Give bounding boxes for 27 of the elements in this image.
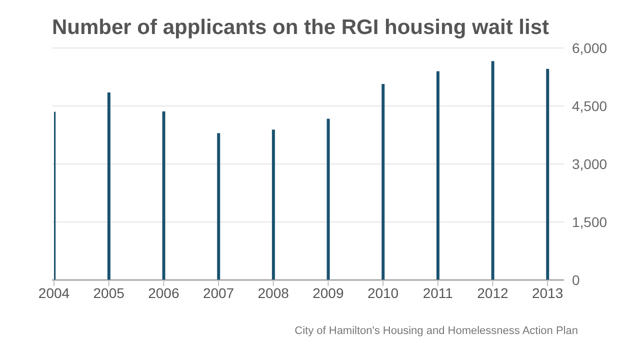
bar — [54, 112, 56, 280]
x-tick-label: 2005 — [93, 284, 125, 301]
y-tick-label: 1,500 — [572, 214, 608, 230]
x-tick-label: 2006 — [148, 284, 180, 301]
x-tick-label: 2013 — [532, 284, 564, 301]
bar — [217, 133, 220, 280]
bar — [326, 118, 330, 280]
bar — [107, 92, 110, 280]
x-tick-label: 2010 — [367, 284, 399, 301]
y-tick-label: 6,000 — [572, 40, 608, 56]
y-tick-label: 0 — [572, 272, 580, 288]
bar — [382, 84, 385, 280]
x-tick-label: 2011 — [422, 284, 454, 301]
x-tick-label: 2008 — [258, 284, 290, 301]
x-tick-label: 2009 — [312, 284, 344, 301]
y-tick-label: 3,000 — [572, 156, 608, 172]
bar — [546, 68, 550, 280]
bar — [162, 111, 166, 280]
x-tick-label: 2007 — [202, 284, 234, 301]
bar — [272, 130, 275, 280]
bar — [491, 61, 494, 280]
chart-title: Number of applicants on the RGI housing wait list — [52, 16, 550, 40]
x-tick-label: 2012 — [477, 284, 508, 301]
text: City of Hamilton's Housing and Homelessness Action Plan — [294, 325, 578, 337]
y-tick-label: 4,500 — [572, 98, 608, 114]
bar — [436, 71, 440, 280]
x-tick-label: 2004 — [38, 284, 70, 301]
